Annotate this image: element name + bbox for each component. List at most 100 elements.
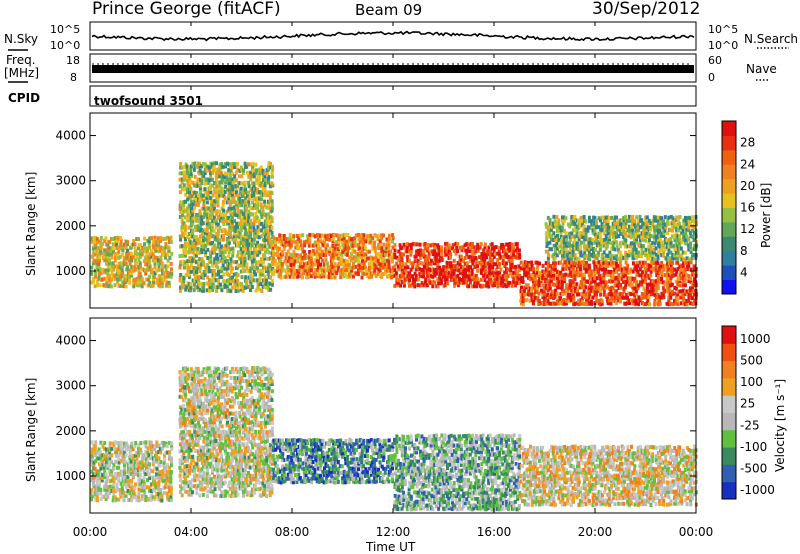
echo-cell (225, 187, 229, 192)
echo-cell (229, 209, 233, 214)
echo-cell (336, 249, 340, 254)
echo-cell (163, 248, 166, 253)
echo-cell (178, 278, 182, 283)
echo-cell (211, 170, 215, 175)
echo-cell (479, 268, 483, 273)
echo-cell (218, 183, 222, 188)
echo-cell (362, 253, 366, 257)
echo-cell (201, 240, 205, 245)
echo-cell (468, 248, 472, 253)
echo-cell (115, 242, 119, 247)
echo-cell (390, 255, 394, 260)
echo-cell (427, 251, 431, 256)
echo-cell (315, 268, 319, 273)
echo-cell (245, 194, 249, 199)
echo-cell (251, 189, 254, 194)
echo-cell (607, 269, 611, 274)
echo-cell (534, 282, 537, 287)
echo-cell (223, 284, 227, 289)
echo-cell (362, 242, 366, 247)
echo-cell (196, 177, 200, 182)
echo-cell (200, 257, 204, 262)
echo-cell (229, 276, 233, 281)
echo-cell (548, 276, 552, 281)
echo-cell (209, 187, 213, 191)
echo-cell (296, 259, 300, 264)
echo-cell (252, 270, 256, 274)
echo-cell (234, 213, 238, 217)
echo-cell (623, 285, 627, 290)
echo-cell (101, 277, 105, 282)
echo-cell (198, 237, 202, 242)
echo-cell (184, 287, 188, 292)
echo-cell (367, 237, 371, 242)
echo-cell (627, 291, 631, 296)
echo-cell (306, 271, 310, 276)
echo-cell (471, 245, 474, 250)
echo-cell (308, 259, 311, 264)
echo-cell (189, 240, 193, 245)
echo-cell (138, 254, 142, 259)
echo-cell (99, 236, 103, 240)
echo-cell (485, 255, 488, 260)
echo-cell (223, 266, 227, 271)
echo-cell (391, 239, 394, 244)
echo-cell (387, 267, 391, 272)
echo-cell (193, 246, 196, 251)
echo-cell (188, 247, 192, 252)
echo-cell (263, 213, 267, 218)
echo-cell (216, 278, 220, 282)
echo-cell (492, 278, 496, 283)
echo-cell (170, 251, 174, 256)
echo-cell (509, 271, 513, 276)
echo-cell (311, 252, 315, 257)
echo-cell (501, 259, 505, 264)
echo-cell (229, 224, 233, 229)
echo-cell (288, 232, 292, 237)
echo-cell (532, 267, 536, 272)
echo-cell (337, 265, 341, 270)
echo-cell (187, 218, 191, 223)
echo-cell (233, 174, 237, 179)
echo-cell (543, 276, 547, 281)
echo-cell (241, 259, 245, 264)
echo-cell (500, 245, 504, 250)
echo-cell (200, 164, 204, 169)
echo-cell (229, 265, 233, 270)
echo-cell (178, 203, 182, 208)
echo-cell (250, 228, 254, 233)
echo-cell (184, 284, 188, 289)
echo-cell (364, 268, 368, 273)
echo-cell (422, 268, 426, 273)
echo-cell (260, 243, 264, 248)
echo-cell (360, 237, 364, 242)
echo-cell (395, 255, 399, 260)
echo-cell (232, 162, 236, 166)
echo-cell (193, 241, 197, 246)
echo-cell (147, 255, 151, 260)
echo-cell (110, 271, 114, 276)
echo-cell (280, 234, 284, 239)
echo-cell (223, 228, 227, 233)
echo-cell (182, 259, 186, 264)
echo-cell (245, 282, 249, 287)
echo-cell (340, 252, 344, 257)
echo-cell (186, 181, 190, 186)
echo-cell (523, 272, 527, 277)
freq-band (92, 65, 694, 73)
echo-cell (243, 161, 247, 166)
echo-cell (351, 265, 355, 270)
echo-cell (584, 302, 588, 307)
echo-cell (308, 252, 312, 257)
echo-cell (99, 271, 103, 276)
echo-cell (236, 288, 240, 293)
echo-cell (252, 241, 256, 246)
echo-cell (194, 228, 198, 233)
echo-cell (353, 240, 357, 245)
echo-cell (582, 302, 586, 307)
echo-cell (387, 253, 391, 258)
echo-cell (260, 221, 264, 226)
echo-cell (133, 246, 137, 251)
echo-cell (606, 298, 610, 303)
echo-cell (462, 274, 465, 279)
